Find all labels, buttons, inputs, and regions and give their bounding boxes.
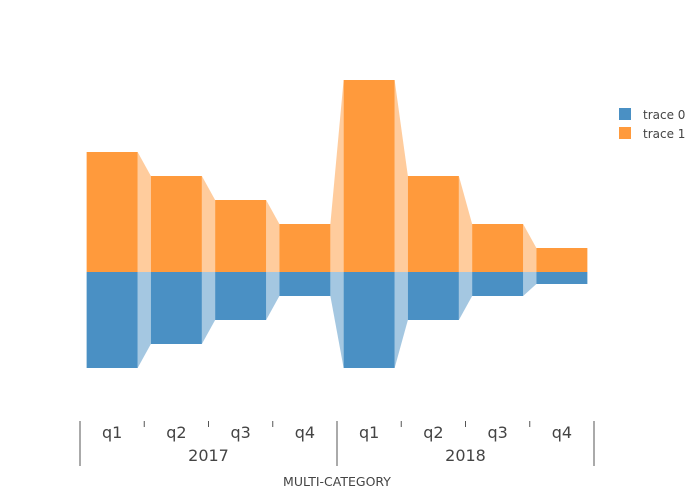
connector-trace-1 (201, 176, 216, 272)
bar-trace-0[interactable] (407, 272, 459, 320)
connector-trace-1 (458, 176, 473, 272)
x-tick-label: q3 (487, 423, 507, 442)
connector-trace-0 (201, 272, 216, 344)
legend-label-trace-1[interactable]: trace 1 (643, 127, 685, 141)
connector-trace-0 (523, 272, 537, 296)
bars-layer (86, 80, 588, 368)
connector-trace-0 (458, 272, 473, 320)
bar-trace-1[interactable] (279, 224, 331, 272)
connector-trace-1 (394, 80, 408, 272)
bar-trace-0[interactable] (86, 272, 138, 368)
x-tick-label: q2 (423, 423, 443, 442)
bar-trace-1[interactable] (536, 248, 588, 272)
connectors-layer (137, 80, 537, 368)
x-tick-label: q4 (295, 423, 315, 442)
legend-swatch-trace-0[interactable] (619, 108, 631, 120)
x-group-label: 2018 (445, 446, 486, 465)
connector-trace-1 (330, 80, 344, 272)
bar-trace-1[interactable] (343, 80, 395, 272)
legend-swatch-trace-1[interactable] (619, 127, 631, 139)
x-tick-label: q2 (166, 423, 186, 442)
bar-trace-0[interactable] (536, 272, 588, 284)
bar-trace-1[interactable] (472, 224, 524, 272)
bar-trace-1[interactable] (215, 200, 267, 272)
bar-trace-1[interactable] (150, 176, 202, 272)
legend[interactable]: trace 0 trace 1 (619, 108, 685, 141)
x-tick-label: q4 (552, 423, 572, 442)
connector-trace-0 (266, 272, 280, 320)
bar-trace-1[interactable] (407, 176, 459, 272)
bar-trace-0[interactable] (343, 272, 395, 368)
connector-trace-0 (394, 272, 408, 368)
bar-trace-0[interactable] (472, 272, 524, 296)
x-axis-title: MULTI-CATEGORY (283, 474, 391, 489)
x-tick-label: q3 (230, 423, 250, 442)
x-tick-label: q1 (102, 423, 122, 442)
x-axis: q1 q2 q3 q4 q1 q2 q3 q4 2017 2018 (79, 421, 595, 466)
bar-trace-0[interactable] (215, 272, 267, 320)
x-group-label: 2017 (188, 446, 229, 465)
bar-trace-1[interactable] (86, 152, 138, 272)
x-tick-label: q1 (359, 423, 379, 442)
connector-trace-0 (137, 272, 151, 368)
legend-label-trace-0[interactable]: trace 0 (643, 108, 685, 122)
connector-trace-1 (523, 224, 537, 272)
connector-trace-1 (266, 200, 280, 272)
bar-trace-0[interactable] (150, 272, 202, 344)
connector-trace-1 (137, 152, 151, 272)
connector-trace-0 (330, 272, 344, 368)
bar-trace-0[interactable] (279, 272, 331, 296)
